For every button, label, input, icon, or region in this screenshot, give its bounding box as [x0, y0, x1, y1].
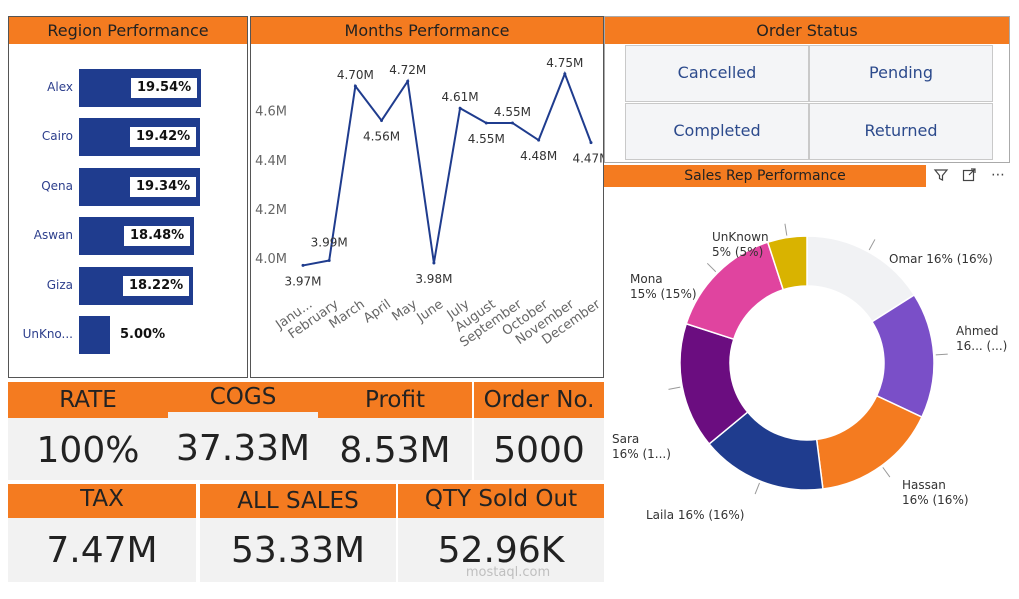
months-point[interactable] — [510, 121, 514, 125]
region-bar[interactable] — [79, 316, 110, 354]
donut-slice-label: Ahmed 16... (...) — [956, 324, 1007, 353]
months-point[interactable] — [353, 84, 357, 88]
months-data-label: 3.97M — [284, 274, 321, 288]
region-bar-value: 18.22% — [123, 275, 190, 296]
months-performance-title: Months Performance — [251, 17, 603, 44]
kpi-rate-value: 100% — [36, 430, 140, 471]
months-data-label: 4.56M — [363, 130, 400, 144]
status-completed-button[interactable]: Completed — [625, 103, 809, 160]
more-options-icon[interactable]: ⋯ — [991, 167, 1005, 183]
status-cancelled-button[interactable]: Cancelled — [625, 45, 809, 102]
watermark-text: mostaql.com — [465, 565, 551, 580]
months-point[interactable] — [301, 263, 305, 267]
region-bar-value: 18.48% — [124, 226, 191, 247]
months-point[interactable] — [432, 261, 436, 265]
months-line-chart[interactable]: 4.0M 4.2M 4.4M 4.6M 3.97M 3.99M 4.70M 4.56M 4.72… — [251, 44, 603, 377]
months-data-label: 3.99M — [311, 236, 348, 250]
kpi-order-no-value: 5000 — [493, 430, 585, 471]
donut-leader-line — [882, 467, 891, 478]
status-returned-button[interactable]: Returned — [809, 103, 993, 160]
months-series-line[interactable] — [302, 71, 592, 267]
donut-slice-label: Hassan 16% (16%) — [902, 478, 969, 507]
donut-leader-line — [706, 262, 717, 273]
months-performance-panel: Months Performance 4.0M 4.2M 4.4M 4.6M 3.97M… — [250, 16, 604, 378]
kpi-profit-label: Profit — [318, 382, 472, 418]
sales-rep-panel: Sales Rep Performance ⋯ Omar 16% (16%) Ah… — [604, 165, 1012, 583]
donut-slice[interactable] — [815, 394, 923, 490]
kpi-cogs-value: 37.33M — [175, 428, 311, 469]
order-status-title: Order Status — [605, 17, 1009, 44]
donut-slice-label: Mona 15% (15%) — [630, 272, 697, 301]
donut-leader-line — [935, 353, 948, 356]
region-performance-title: Region Performance — [9, 17, 247, 44]
donut-slice[interactable] — [766, 235, 808, 291]
y-tick-label: 4.4M — [255, 154, 287, 169]
kpi-tax-label: TAX — [8, 484, 196, 518]
kpi-all-sales-label: ALL SALES — [200, 484, 396, 518]
months-point[interactable] — [458, 106, 462, 110]
kpi-all-sales-value: 53.33M — [230, 530, 366, 571]
months-data-label: 4.47M — [572, 152, 603, 166]
kpi-tax-value: 7.47M — [46, 530, 158, 571]
donut-slice-label: Omar 16% (16%) — [889, 252, 993, 266]
region-bar-label: Qena — [41, 178, 73, 193]
region-bar-label: Giza — [46, 277, 73, 292]
status-pending-button[interactable]: Pending — [809, 45, 993, 102]
donut-slice-label: UnKnown 5% (5%) — [712, 230, 769, 259]
sales-rep-title: Sales Rep Performance — [604, 165, 926, 187]
region-performance-panel: Region Performance Alex 19.54% Cairo 19.42%… — [8, 16, 248, 378]
region-bar-label: Alex — [47, 80, 73, 94]
kpi-profit-value: 8.53M — [339, 430, 451, 471]
months-data-label: 4.70M — [337, 68, 374, 82]
region-bar-value: 19.54% — [131, 78, 198, 98]
region-bar-value: 19.42% — [130, 127, 197, 148]
months-data-label: 4.48M — [520, 149, 557, 163]
months-data-label: 4.75M — [546, 56, 583, 70]
region-bar-label: Aswan — [33, 228, 73, 243]
region-bar-label: UnKno... — [22, 327, 73, 341]
kpi-rate-label: RATE — [8, 382, 168, 418]
months-point[interactable] — [406, 79, 410, 83]
kpi-qty-sold-label: QTY Sold Out — [398, 484, 604, 518]
y-tick-label: 4.0M — [255, 252, 287, 267]
months-data-label: 4.55M — [494, 105, 531, 119]
kpi-qty-sold-card: QTY Sold Out 52.96K mostaql.com — [398, 484, 604, 582]
kpi-profit-card: Profit 8.53M — [318, 382, 472, 480]
kpi-order-no-label: Order No. — [474, 382, 604, 418]
months-point[interactable] — [484, 121, 488, 125]
months-point[interactable] — [380, 119, 384, 122]
kpi-cogs-label: COGS — [168, 382, 318, 412]
y-tick-label: 4.2M — [255, 203, 287, 218]
kpi-all-sales-card: ALL SALES 53.33M — [200, 484, 396, 582]
region-bar-label: Cairo — [41, 129, 73, 144]
donut-leader-line — [754, 482, 760, 495]
months-point[interactable] — [537, 138, 541, 142]
region-bar-value: 5.00% — [120, 327, 166, 342]
y-tick-label: 4.6M — [255, 105, 287, 120]
months-data-label: 4.72M — [389, 63, 426, 77]
months-data-label: 4.55M — [468, 132, 505, 146]
donut-leader-line — [868, 239, 876, 251]
kpi-rate-card: RATE 100% — [8, 382, 168, 480]
donut-leader-line — [784, 223, 788, 236]
months-data-label: 3.98M — [415, 272, 452, 286]
months-point[interactable] — [327, 259, 331, 263]
kpi-tax-card: TAX 7.47M — [8, 484, 196, 582]
months-point[interactable] — [589, 141, 593, 145]
donut-slice-label: Sara 16% (1...) — [612, 432, 671, 461]
months-data-label: 4.61M — [442, 90, 479, 104]
donut-leader-line — [668, 386, 681, 390]
months-point[interactable] — [563, 72, 567, 76]
donut-slice-label: Laila 16% (16%) — [646, 508, 744, 522]
kpi-order-no-card: Order No. 5000 — [474, 382, 604, 480]
filter-icon[interactable] — [930, 167, 952, 187]
x-tick-label: May — [389, 297, 420, 325]
x-tick-label: June — [414, 297, 447, 326]
focus-mode-icon[interactable] — [958, 167, 980, 187]
region-bar-value: 19.34% — [130, 176, 197, 197]
kpi-cogs-card: COGS 37.33M — [168, 382, 318, 480]
order-status-panel: Order Status Cancelled Pending Completed… — [604, 16, 1010, 163]
sales-rep-donut-chart[interactable]: Omar 16% (16%) Ahmed 16... (...) Hassan 16% … — [604, 189, 1012, 581]
kpi-qty-sold-value: 52.96K — [437, 530, 565, 571]
